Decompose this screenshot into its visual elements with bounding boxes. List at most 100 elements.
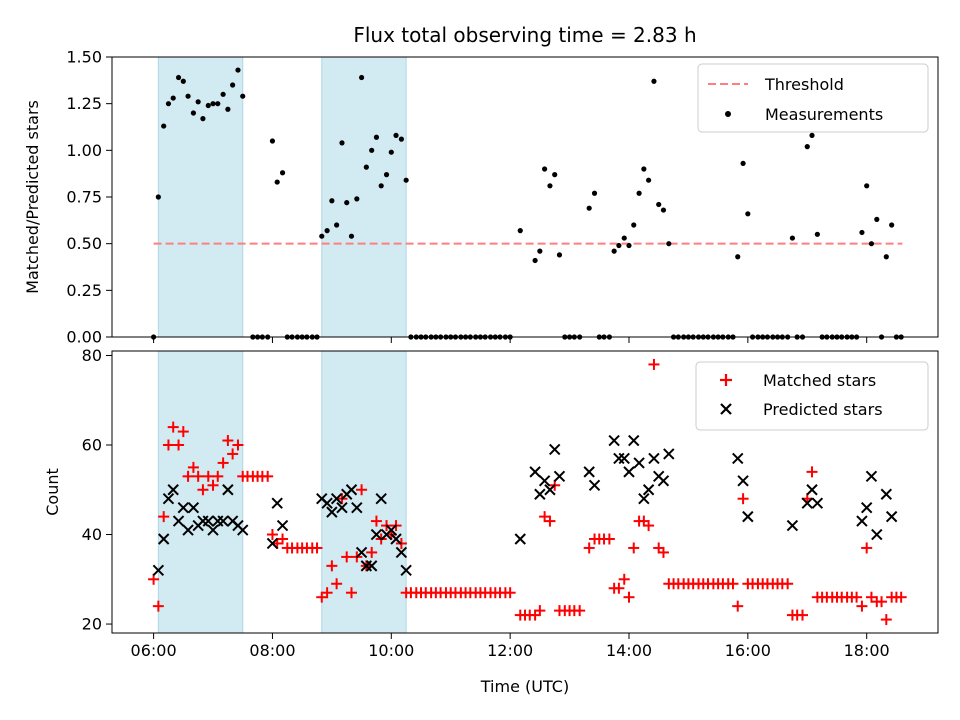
legend-predicted-label: Predicted stars — [763, 400, 883, 419]
measurement-point — [547, 183, 553, 189]
predicted-star-point — [355, 546, 368, 559]
predicted-star-point — [276, 519, 289, 532]
bottom-panel-marks — [148, 358, 907, 626]
matched-star-point — [177, 426, 189, 438]
measurement-point — [631, 222, 637, 228]
matched-star-point — [806, 466, 818, 478]
matched-star-point — [345, 587, 357, 599]
x-axis-label: Time (UTC) — [480, 677, 569, 696]
matched-star-point — [895, 591, 907, 603]
measurement-point — [378, 183, 384, 189]
measurement-point — [279, 170, 286, 176]
predicted-star-point — [549, 443, 561, 456]
predicted-star-point — [395, 546, 408, 559]
measurement-point — [740, 160, 746, 166]
measurement-point — [641, 166, 647, 172]
matched-star-point — [331, 578, 343, 590]
top-y-tick-label: 0.75 — [66, 188, 102, 207]
bottom-panel-x-ticks: 06:00 08:00 10:00 12:00 14:00 16:00 18:00 — [131, 633, 890, 660]
predicted-star-point — [375, 493, 387, 505]
top-panel: 0.00 0.25 0.50 0.75 1.00 1.25 1.50 Matched/Pre… — [23, 48, 939, 347]
predicted-star-point — [351, 501, 363, 514]
measurement-point — [200, 116, 206, 122]
measurement-point — [868, 241, 875, 247]
bottom-panel-frame — [111, 350, 939, 634]
measurement-point — [660, 207, 667, 213]
predicted-star-point — [628, 434, 640, 447]
legend-matched-label: Matched stars — [763, 371, 876, 390]
measurement-point — [334, 222, 340, 228]
predicted-star-point — [623, 466, 635, 478]
predicted-star-point — [618, 452, 630, 465]
measurement-point — [363, 164, 369, 170]
matched-star-point — [326, 560, 338, 572]
matched-star-point — [356, 484, 368, 496]
predicted-star-point — [222, 484, 234, 496]
measurement-point — [161, 123, 167, 129]
predicted-star-point — [365, 560, 378, 572]
predicted-star-point — [167, 484, 179, 496]
predicted-star-point — [400, 564, 412, 577]
predicted-star-point — [642, 484, 655, 496]
predicted-star-point — [880, 488, 893, 500]
matched-star-point — [648, 358, 660, 370]
matched-star-point — [311, 542, 323, 554]
predicted-star-point — [345, 484, 358, 496]
predicted-star-point — [202, 515, 214, 527]
measurement-point — [225, 106, 231, 112]
measurement-point — [205, 102, 211, 109]
bottom-y-tick-label: 60 — [82, 436, 102, 455]
matched-star-point — [544, 515, 556, 527]
matched-star-point — [643, 520, 655, 532]
predicted-star-point — [588, 479, 601, 491]
measurement-point — [235, 67, 241, 73]
measurement-point — [646, 177, 652, 183]
measurement-point — [210, 101, 216, 107]
measurement-point — [155, 194, 161, 200]
measurement-point — [344, 200, 350, 206]
predicted-star-point — [534, 488, 546, 500]
predicted-star-point — [553, 470, 566, 483]
measurement-point — [190, 110, 197, 116]
matched-star-point — [197, 484, 209, 496]
matched-star-point — [856, 600, 868, 612]
matched-star-point — [732, 600, 744, 612]
chart-title: Flux total observing time = 2.83 h — [353, 23, 696, 47]
predicted-star-point — [237, 524, 249, 536]
measurement-point — [552, 172, 558, 178]
top-shaded-interval-1 — [321, 56, 407, 338]
matched-star-point — [737, 493, 749, 505]
measurement-point — [745, 211, 751, 217]
measurement-point — [789, 235, 796, 241]
measurement-point — [591, 190, 598, 196]
predicted-star-point — [633, 457, 645, 469]
top-panel-ylabel: Matched/Predicted stars — [23, 100, 42, 294]
measurement-point — [656, 201, 662, 208]
bottom-panel-ylabel: Count — [43, 468, 62, 516]
matched-star-point — [574, 605, 586, 617]
top-panel-y-ticks: 0.00 0.25 0.50 0.75 1.00 1.25 1.50 — [66, 48, 112, 347]
predicted-star-point — [538, 475, 551, 487]
matched-star-point — [366, 546, 378, 558]
predicted-star-point — [390, 533, 402, 545]
top-y-tick-label: 1.50 — [66, 48, 102, 67]
top-y-tick-label: 0.50 — [66, 234, 102, 253]
measurement-point — [403, 177, 409, 183]
matched-star-point — [613, 582, 625, 594]
predicted-star-point — [811, 497, 824, 509]
predicted-star-point — [613, 452, 625, 465]
matched-star-point — [162, 439, 174, 451]
matched-star-point — [623, 591, 635, 603]
top-y-tick-label: 0.25 — [66, 281, 102, 300]
matched-star-point — [880, 614, 892, 626]
matched-star-point — [217, 457, 229, 469]
predicted-star-point — [217, 515, 229, 527]
predicted-star-point — [544, 484, 556, 496]
legend-measurements-label: Measurements — [765, 105, 883, 124]
measurement-point — [269, 138, 276, 144]
top-shaded-interval-0 — [157, 56, 244, 338]
measurement-point — [666, 241, 672, 247]
measurement-point — [383, 172, 390, 178]
top-panel-shading — [157, 56, 407, 338]
